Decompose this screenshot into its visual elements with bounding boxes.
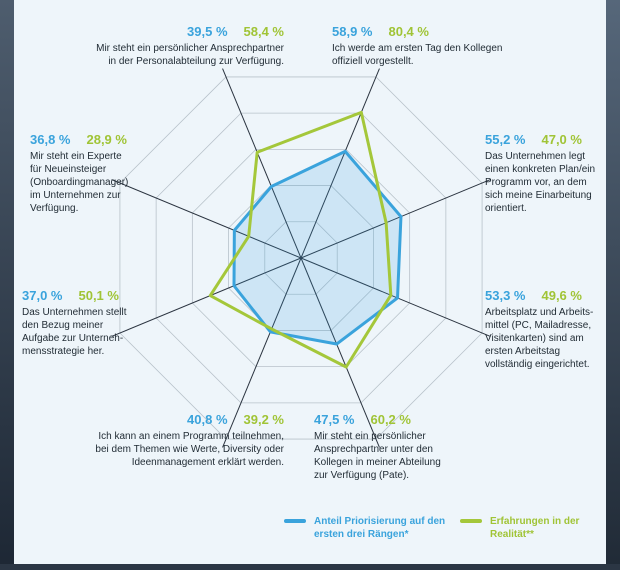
radar-spokes (111, 68, 491, 448)
axis-4-text: Ich kann an einem Programm teilnehmen, b… (95, 431, 284, 468)
axis-label-7: 39,5 % 58,4 % Mir steht ein persönlicher … (64, 24, 284, 68)
background-left (0, 0, 14, 570)
axis-1-green-value: 47,0 % (541, 132, 582, 147)
axis-6-text: Mir steht ein Experte für Neueinsteiger … (30, 151, 129, 214)
axis-3-blue-value: 47,5 % (314, 412, 355, 427)
background-bottom (0, 564, 620, 570)
legend-label-blue: Anteil Priorisierung auf den ersten drei… (314, 516, 446, 540)
axis-label-4: 40,8 % 39,2 % Ich kann an einem Programm … (64, 412, 284, 469)
series-priorisierung-polygon (232, 149, 403, 346)
axis-spoke-3 (300, 257, 380, 448)
axis-2-blue-value: 53,3 % (485, 288, 526, 303)
axis-4-blue-value: 40,8 % (187, 412, 228, 427)
axis-6-blue-value: 36,8 % (30, 132, 71, 147)
axis-0-green-value: 80,4 % (388, 24, 429, 39)
axis-spoke-4 (222, 257, 302, 448)
legend-item-green: Erfahrungen in der Realität** (460, 515, 580, 541)
axis-5-green-value: 50,1 % (78, 288, 119, 303)
radar-chart (111, 68, 491, 448)
legend-item-blue: Anteil Priorisierung auf den ersten drei… (284, 515, 464, 541)
axis-1-text: Das Unternehmen legt einen konkreten Pla… (485, 151, 596, 214)
axis-2-text: Arbeitsplatz und Arbeits- mittel (PC, Ma… (485, 307, 594, 370)
axis-5-blue-value: 37,0 % (22, 288, 63, 303)
axis-7-blue-value: 39,5 % (187, 24, 228, 39)
axis-spoke-1 (300, 179, 491, 259)
axis-3-text: Mir steht ein persönlicher Ansprechpartn… (314, 431, 441, 481)
axis-1-blue-value: 55,2 % (485, 132, 526, 147)
axis-0-text: Ich werde am ersten Tag den Kollegen off… (332, 43, 503, 67)
axis-label-0: 58,9 % 80,4 % Ich werde am ersten Tag den… (332, 24, 552, 68)
axis-7-green-value: 58,4 % (243, 24, 284, 39)
axis-spoke-2 (300, 257, 491, 337)
legend-swatch-green (460, 519, 482, 523)
axis-3-green-value: 60,2 % (370, 412, 411, 427)
axis-5-text: Das Unternehmen stellt den Bezug meiner … (22, 307, 127, 357)
axis-4-green-value: 39,2 % (243, 412, 284, 427)
axis-2-green-value: 49,6 % (541, 288, 582, 303)
axis-6-green-value: 28,9 % (86, 132, 127, 147)
axis-label-1: 55,2 % 47,0 % Das Unternehmen legt einen … (485, 132, 605, 215)
axis-label-6: 36,8 % 28,9 % Mir steht ein Experte für N… (30, 132, 180, 215)
chart-panel: 58,9 % 80,4 % Ich werde am ersten Tag den… (14, 0, 606, 564)
background-right (606, 0, 620, 570)
axis-7-text: Mir steht ein persönlicher Ansprechpartn… (96, 43, 284, 67)
axis-spoke-0 (300, 68, 380, 259)
axis-label-5: 37,0 % 50,1 % Das Unternehmen stellt den … (22, 288, 152, 358)
radar-series (208, 110, 403, 369)
axis-spoke-7 (222, 68, 302, 259)
axis-spoke-5 (111, 257, 302, 337)
legend-label-green: Erfahrungen in der Realität** (490, 516, 580, 540)
axis-spoke-6 (111, 179, 302, 259)
axis-0-blue-value: 58,9 % (332, 24, 373, 39)
axis-label-3: 47,5 % 60,2 % Mir steht ein persönlicher … (314, 412, 484, 482)
legend-swatch-blue (284, 519, 306, 523)
series-realitaet-polygon (208, 110, 393, 369)
axis-label-2: 53,3 % 49,6 % Arbeitsplatz und Arbeits- m… (485, 288, 605, 371)
